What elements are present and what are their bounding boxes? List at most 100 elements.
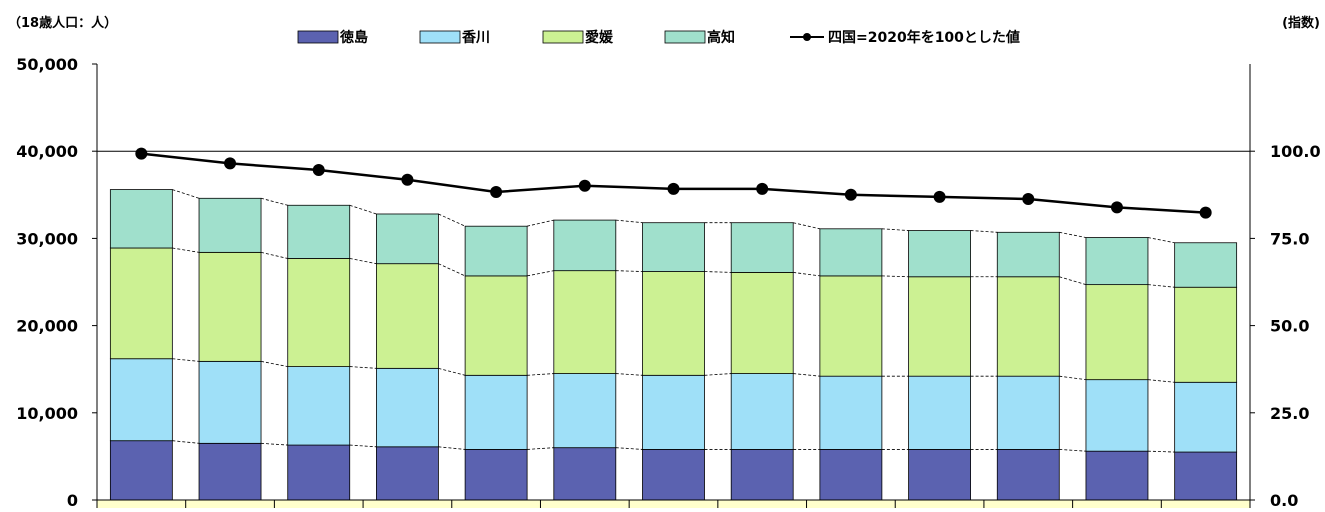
series-connector [704,271,732,273]
series-connector [349,258,377,265]
series-connector [615,270,643,272]
bar-segment [464,374,528,450]
bar-segment [1085,284,1149,381]
bar-segment [908,449,971,501]
series-connector [1147,450,1175,453]
series-connector [1059,231,1087,238]
category-band [97,500,1250,508]
bar-segment [730,373,794,450]
bar-segment [642,374,705,450]
right-tick-label: 50.0 [1270,317,1309,336]
bar-segment [908,276,971,377]
bar-segment [1174,381,1238,453]
series-connector [1059,449,1086,452]
series-2 [109,358,1238,453]
bar-segment [996,449,1060,501]
series-connector [1147,379,1175,383]
series-connector [438,213,466,227]
bar-segment [1174,451,1238,501]
bar-segment [464,225,528,277]
bar-segment [464,275,528,376]
series-1 [109,440,1238,501]
bar-segment [553,219,617,272]
series-connector [793,222,820,230]
bar-segment [1174,286,1238,383]
bar-segment [819,449,883,501]
bar-segment [287,204,351,259]
index-point [1110,201,1123,214]
series-4 [109,189,1238,288]
series-connector [793,272,820,277]
left-tick-label: 30,000 [16,229,78,248]
bar-segment [109,440,173,501]
right-axis-unit: (指数) [1282,15,1320,31]
legend-label: 香川 [461,29,490,46]
series-connector [615,373,643,376]
series-connector [527,373,554,376]
series-connector [793,373,820,377]
legend-swatch [542,30,584,44]
series-connector [1059,276,1087,285]
bar-segment [553,373,617,449]
bar-segment [287,444,351,501]
index-point [490,186,503,199]
left-tick-label: 40,000 [16,142,78,161]
series-connector [438,367,466,376]
series-connector [704,373,732,376]
right-tick-label: 75.0 [1270,229,1309,248]
bar-segment [376,446,439,501]
bar-segment [376,367,439,448]
series-connector [349,444,377,448]
right-tick-label: 0.0 [1270,491,1298,508]
bar-segment [553,447,617,501]
series-connector [1059,375,1087,381]
series-connector [615,219,643,224]
left-tick-label: 50,000 [16,55,78,74]
bar-segment [198,197,262,253]
bar-segment [642,271,705,376]
legend-line-marker [803,33,811,41]
series-connector [1147,237,1175,244]
legend-swatch [297,30,339,44]
bar-segment [730,272,794,374]
index-point [312,164,325,177]
series-connector [881,228,909,231]
bar-segment [996,276,1060,377]
series-connector [615,447,643,450]
series-connector [172,358,200,362]
series-connector [172,440,200,444]
left-axis-unit: （18歳人口：人） [8,15,117,31]
bar-segment [1174,242,1238,288]
right-tick-label: 100.0 [1270,142,1321,161]
bar-segment [1085,237,1149,286]
series-connector [260,251,288,259]
index-point [667,182,680,195]
right-tick-label: 25.0 [1270,404,1309,423]
bar-segment [908,230,971,278]
index-point [135,147,148,160]
series-connector [260,197,288,206]
bar-segment [198,360,262,444]
bar-segment [553,270,617,374]
index-point [578,179,591,192]
left-tick-label: 20,000 [16,317,78,336]
bar-segment [730,449,794,501]
legend-swatch [419,30,461,44]
series-connector [881,275,909,278]
legend: 徳島 香川 愛媛 高知 四国=2020年を100とした値 [297,29,1020,46]
bar-segment [109,189,173,249]
series-connector [172,189,200,199]
bar-segment [819,275,883,377]
series-connector [261,442,288,446]
series-connector [438,263,466,277]
index-point [1022,192,1035,205]
left-tick-label: 0 [67,491,78,508]
series-connector [527,219,554,227]
bar-segment [1085,379,1149,452]
index-point [844,188,857,201]
series-connector [260,360,288,367]
bar-segment [642,449,705,501]
series-connector [349,204,377,215]
